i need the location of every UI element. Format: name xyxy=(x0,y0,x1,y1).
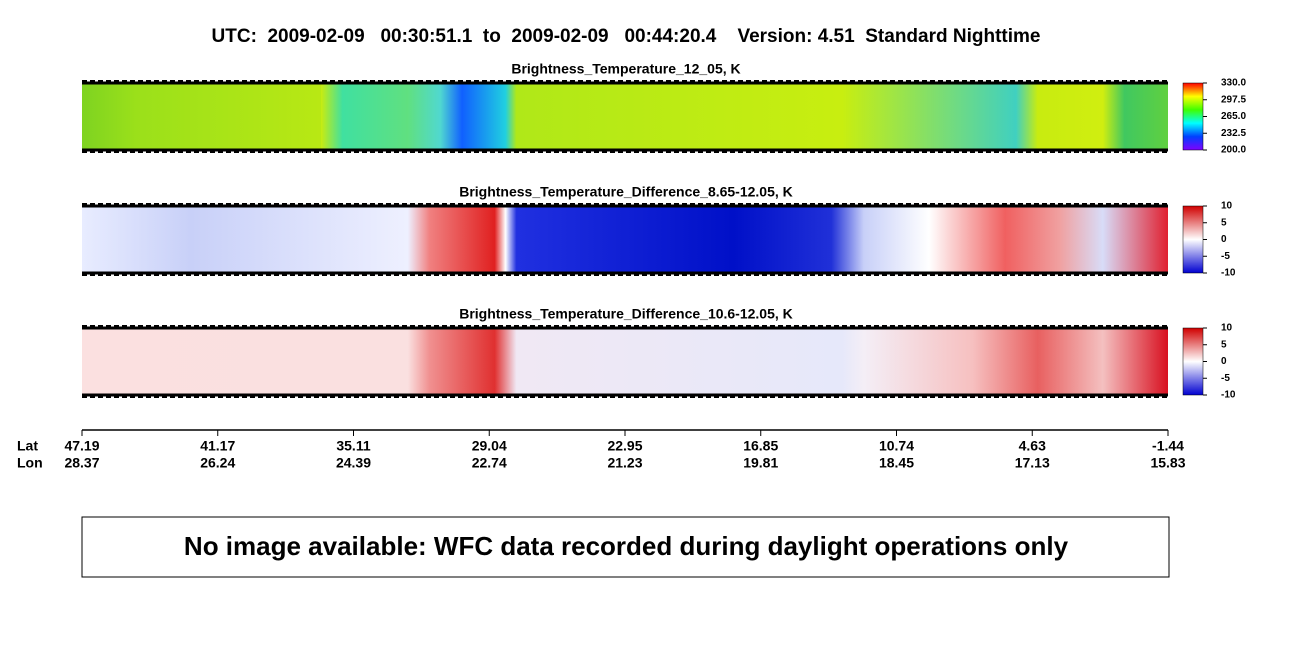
colorbar-tick-label: 0 xyxy=(1221,356,1227,367)
message: No image available: WFC data recorded du… xyxy=(184,531,1069,561)
panel-title: Brightness_Temperature_Difference_10.6-1… xyxy=(459,306,793,322)
colorbar-tick-label: -5 xyxy=(1221,373,1230,384)
colorbar-tick-label: 5 xyxy=(1221,339,1227,350)
colorbar-tick-label: -10 xyxy=(1221,268,1236,279)
page-title: UTC: 2009-02-09 00:30:51.1 to 2009-02-09… xyxy=(212,26,1041,47)
lat-label: 35.11 xyxy=(336,438,370,454)
row-label: Lat xyxy=(17,438,38,454)
image-strip xyxy=(82,83,1168,150)
panel-title: Brightness_Temperature_Difference_8.65-1… xyxy=(459,184,793,200)
lat-label: 29.04 xyxy=(472,438,507,454)
colorbar-tick-label: 10 xyxy=(1221,201,1233,212)
message-box xyxy=(81,516,1170,578)
colorbar-tick-label: 265.0 xyxy=(1221,111,1246,122)
lat-label: 41.17 xyxy=(200,438,235,454)
colorbar xyxy=(1182,205,1204,274)
colorbar-tick-label: 232.5 xyxy=(1221,128,1246,139)
colorbar-tick-label: 200.0 xyxy=(1221,145,1246,156)
colorbar-tick-label: -5 xyxy=(1221,251,1230,262)
lat-label: 47.19 xyxy=(64,438,99,454)
lon-label: 24.39 xyxy=(336,455,371,471)
lat-label: 4.63 xyxy=(1019,438,1046,454)
panel-title: Brightness_Temperature_12_05, K xyxy=(511,61,740,77)
lat-label: 10.74 xyxy=(879,438,914,454)
lat-label: -1.44 xyxy=(1152,438,1184,454)
colorbar-tick-label: -10 xyxy=(1221,390,1236,401)
image-strip xyxy=(82,328,1168,395)
lon-label: 17.13 xyxy=(1015,455,1050,471)
lon-label: 19.81 xyxy=(743,455,778,471)
colorbar-tick-label: 0 xyxy=(1221,234,1227,245)
lon-label: 22.74 xyxy=(472,455,507,471)
colorbar-tick-label: 5 xyxy=(1221,217,1227,228)
colorbar xyxy=(1182,82,1204,151)
lon-label: 21.23 xyxy=(607,455,642,471)
colorbar-tick-label: 10 xyxy=(1221,323,1233,334)
lon-label: 28.37 xyxy=(64,455,99,471)
colorbar-tick-label: 297.5 xyxy=(1221,94,1246,105)
lat-label: 22.95 xyxy=(607,438,642,454)
image-strip xyxy=(82,206,1168,273)
lon-label: 26.24 xyxy=(200,455,235,471)
colorbar xyxy=(1182,327,1204,396)
lon-label: 18.45 xyxy=(879,455,914,471)
lat-label: 16.85 xyxy=(743,438,778,454)
colorbar-tick-label: 330.0 xyxy=(1221,78,1246,89)
row-label: Lon xyxy=(17,455,43,471)
lon-label: 15.83 xyxy=(1150,455,1185,471)
